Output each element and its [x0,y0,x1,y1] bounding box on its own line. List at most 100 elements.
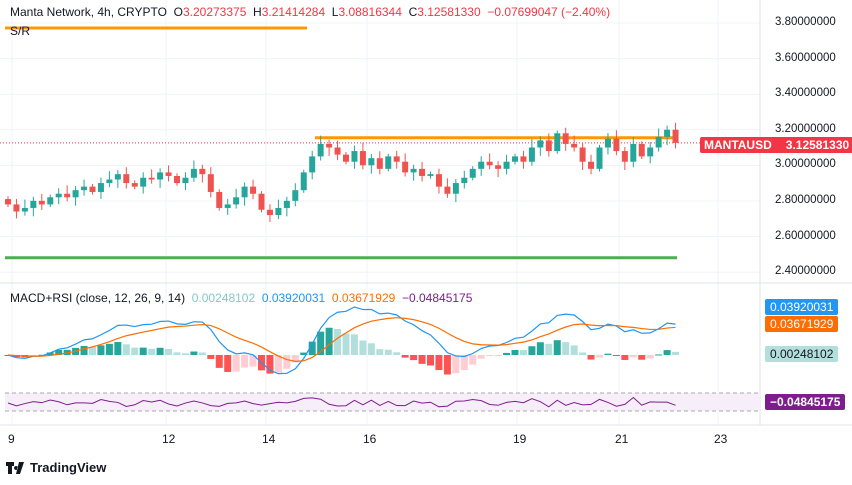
candle-body [275,207,282,216]
candle-body [165,172,172,176]
macd-histogram-bar [181,353,189,355]
macd-histogram-bar [562,342,570,355]
candle-body [38,200,45,205]
candle-body [326,143,333,148]
macd-histogram-bar [486,355,494,356]
macd-histogram-bar [570,345,578,355]
candle-body [672,129,679,143]
candle-body [300,172,307,191]
macd-histogram-bar [190,351,198,355]
candle-body [359,151,366,166]
candle-body [233,197,240,205]
candle-body [647,147,654,157]
macd-histogram-bar [646,355,654,359]
candle-body [89,186,96,192]
candle-body [55,193,62,198]
candle-body [604,138,611,148]
candle-body [47,197,54,205]
candle-body [393,156,400,162]
macd-line-value: 0.03920031 [261,291,326,305]
price-axis-label: 2.40000000 [775,265,836,278]
price-axis-label: 3.20000000 [775,122,836,135]
candle-body [537,140,544,148]
macd-histogram-bar [139,347,147,355]
candle-body [21,207,28,212]
candle-body [5,199,11,205]
logo-text: TradingView [30,460,107,475]
time-axis-label: 12 [162,432,176,446]
macd-histogram-bar [308,341,316,355]
candle-body [427,174,434,176]
macd-histogram-bar [55,350,63,355]
price-axis-label: 3.60000000 [775,51,836,64]
time-axis-label: 14 [262,432,276,446]
macd-histogram-bar [511,349,519,355]
close-label: C [408,5,418,19]
macd-histogram-bar [427,355,434,366]
candle-body [545,140,552,152]
macd-histogram-bar [89,346,96,355]
price-axis-label: 2.80000000 [775,194,836,206]
macd-histogram-bar [663,350,671,355]
time-axis-label: 16 [363,432,377,446]
macd-histogram-bar [452,355,460,374]
macd-histogram-bar [443,355,451,375]
macd-histogram-bar [156,347,164,355]
close-value: 3.12581330 [417,5,481,19]
symbol-title: Manta Network, 4h, CRYPTO [10,5,167,19]
rsi-value: −0.04845175 [401,291,473,305]
candle-body [655,136,662,148]
symbol-tag-name: MANTAUSD [704,138,772,152]
macd-histogram-bar [317,331,325,355]
time-axis-label: 23 [714,432,728,446]
signal-line [7,317,676,362]
candle-body [410,168,417,173]
candle-body [562,133,569,144]
macd-histogram-bar [80,345,88,355]
macd-histogram-bar [173,352,181,355]
macd-histogram-bar [165,348,173,355]
time-axis-label: 19 [513,432,527,446]
indicator-label[interactable]: S/R [10,24,31,38]
macd-histogram-bar [97,345,105,355]
price-axis-label: 3.00000000 [775,158,836,171]
tradingview-logo-icon [6,461,24,474]
macd-histogram-bar [300,352,308,355]
candle-body [207,174,214,192]
rsi-tag: −0.04845175 [765,394,846,410]
candle-body [579,147,586,162]
candle-body [588,161,595,169]
candle-body [106,179,113,184]
candle-body [528,147,535,162]
macd-histogram-bar [469,355,477,365]
candle-body [461,177,468,184]
candle-body [512,156,518,162]
macd-histogram-bar [672,351,680,355]
candle-body [250,186,257,194]
macd-histogram-bar [350,334,358,355]
macd-histogram-bar [29,355,37,356]
candle-body [81,186,88,191]
macd-histogram-bar [148,348,156,355]
low-label: L [331,5,339,19]
macd-histogram-bar [224,355,232,372]
macd-histogram-bar [241,355,249,368]
candle-body [224,204,231,208]
macd-histogram-bar [553,340,561,355]
candle-body [664,129,671,137]
macd-title[interactable]: MACD+RSI (close, 12, 26, 9, 14) [10,291,186,305]
tradingview-logo[interactable]: TradingView [6,460,106,475]
time-axis-label: 9 [8,432,15,446]
candle-body [30,200,37,208]
macd-histogram-bar [207,355,215,359]
macd-histogram-bar [655,354,663,356]
macd-histogram-bar [359,340,367,355]
candle-body [503,161,510,169]
macd-histogram-bar [435,355,443,371]
rsi-band [5,393,760,411]
macd-histogram-bar [384,349,392,355]
candle-body [630,143,637,162]
macd-histogram-bar [334,328,342,355]
candle-body [419,168,426,176]
